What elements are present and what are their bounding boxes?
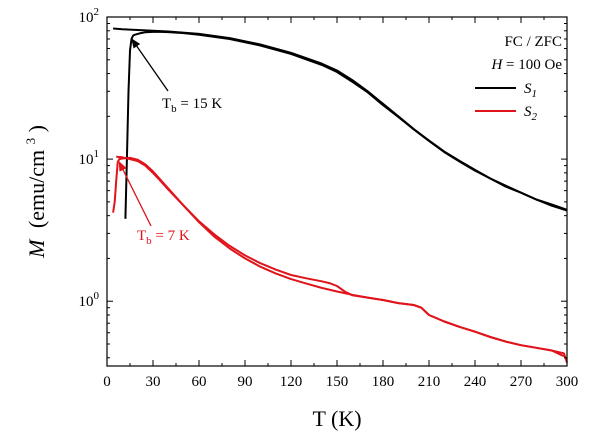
x-axis-label: T (K) [312,406,361,431]
annotation-arrow-shaft [120,165,152,227]
x-tick-label: 300 [556,374,579,390]
legend-header-mode: FC / ZFC [504,34,562,50]
annotations: Tb = 15 K Tb = 7 K [137,96,222,247]
series-s2-fc-line [116,155,565,358]
x-tick-label: 240 [464,374,487,390]
x-axis-ticks: 0 30 60 90 120 150 180 210 240 270 300 [103,17,578,390]
y-tick-label: 100 [79,290,100,310]
y-axis-label-close: ) [24,125,49,132]
x-tick-label: 30 [146,374,161,390]
y-tick-label: 102 [79,6,100,26]
x-tick-label: 120 [280,374,303,390]
x-tick-label: 210 [418,374,441,390]
x-tick-label: 90 [238,374,253,390]
annotation-arrows [118,38,169,227]
y-axis-label-symbol: M [24,238,49,259]
series-s1-zfc-line [124,30,568,219]
y-tick-label: 101 [79,148,100,168]
legend-label-s2: S2 [524,104,538,123]
y-axis-label-exponent: 3 [23,138,38,145]
annotation-arrow-head [131,38,141,49]
legend-field-value: = 100 Oe [506,57,562,73]
legend-field-symbol: H [490,57,503,73]
y-axis-label-units: (emu/cm [24,150,49,228]
x-tick-label: 180 [372,374,395,390]
x-tick-label: 0 [103,374,111,390]
y-axis-label: M (emu/cm 3 ) [15,125,49,259]
legend: FC / ZFC H = 100 Oe S1 S2 [475,34,562,123]
annotation-blocking-temperature: Tb = 7 K [137,228,190,247]
annotation-arrow-shaft [134,42,169,92]
x-tick-label: 60 [192,374,207,390]
y-axis-ticks: 100 101 102 [79,6,567,359]
legend-header-field: H = 100 Oe [490,57,562,73]
annotation-arrow-head [118,160,127,172]
series-s2-zfc-line [112,156,568,363]
x-tick-label: 270 [510,374,533,390]
legend-label-s1: S1 [524,81,537,100]
annotation-blocking-temperature: Tb = 15 K [162,96,222,115]
series-layer [112,27,568,363]
x-tick-label: 150 [326,374,349,390]
